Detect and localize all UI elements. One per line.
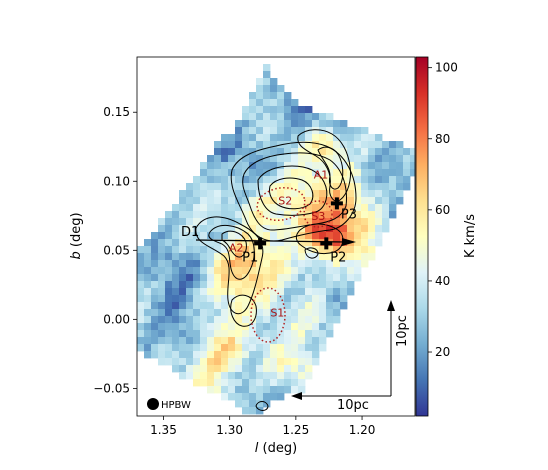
y-tick-label: 0.05 bbox=[103, 243, 130, 257]
colorbar bbox=[415, 56, 429, 417]
contour-line bbox=[230, 294, 257, 327]
region-label-a2: A2 bbox=[229, 242, 244, 255]
scale-bars bbox=[291, 300, 395, 400]
colorbar-tick-label: 40 bbox=[435, 274, 450, 288]
colorbar-tick-label: 100 bbox=[435, 61, 458, 75]
contour-line bbox=[304, 247, 319, 259]
y-tick-label: −0.05 bbox=[93, 381, 130, 395]
point-marker-p1 bbox=[254, 237, 267, 250]
beam-marker bbox=[147, 398, 159, 410]
plot-frame bbox=[136, 56, 416, 417]
point-marker-p2 bbox=[320, 237, 333, 250]
region-label-s3: S3 bbox=[311, 210, 325, 223]
region-ellipses bbox=[250, 186, 333, 343]
x-tick-label: 1.30 bbox=[216, 423, 243, 437]
contour-line bbox=[221, 230, 247, 258]
d1-arrow bbox=[195, 238, 356, 246]
x-axis: 1.35 1.30 1.25 1.20 bbox=[150, 416, 375, 437]
y-tick-label: 0.00 bbox=[103, 312, 130, 326]
y-tick-label: 0.15 bbox=[103, 105, 130, 119]
y-axis-label: b (deg) bbox=[69, 212, 84, 259]
contour-line bbox=[269, 177, 314, 210]
y-axis: −0.05 0.00 0.05 0.10 0.15 bbox=[93, 105, 137, 395]
colorbar-tick-label: 60 bbox=[435, 203, 450, 217]
contour-line bbox=[208, 225, 255, 280]
colorbar-axis: 20 40 60 80 100 bbox=[428, 61, 458, 359]
region-ellipse-s3 bbox=[303, 200, 333, 228]
x-tick-label: 1.20 bbox=[349, 423, 376, 437]
region-ellipse-s2 bbox=[256, 186, 306, 222]
scalebar-horizontal-label: 10pc bbox=[337, 398, 369, 413]
point-label-p1: P1 bbox=[242, 250, 258, 265]
point-marker-p3 bbox=[330, 197, 343, 210]
heatmap-image bbox=[137, 64, 415, 415]
x-tick-label: 1.25 bbox=[282, 423, 309, 437]
point-label-p2: P2 bbox=[330, 250, 346, 265]
contour-line bbox=[317, 146, 344, 190]
region-label-s1: S1 bbox=[270, 307, 284, 320]
point-label-p3: P3 bbox=[341, 207, 357, 222]
d1-label: D1 bbox=[181, 225, 199, 240]
contour-line bbox=[257, 165, 328, 216]
x-axis-label: l (deg) bbox=[255, 441, 297, 456]
point-sources: P1 P2 P3 bbox=[242, 197, 357, 265]
beam-label: HPBW bbox=[161, 400, 191, 411]
contour-lines bbox=[195, 129, 357, 411]
contour-line bbox=[242, 152, 347, 231]
colorbar-tick-label: 20 bbox=[435, 345, 450, 359]
contour-line bbox=[255, 401, 269, 411]
contour-line bbox=[195, 216, 264, 315]
region-label-a1: A1 bbox=[314, 169, 329, 182]
contour-line bbox=[295, 223, 344, 255]
contour-line bbox=[230, 141, 357, 242]
x-tick-label: 1.35 bbox=[150, 423, 177, 437]
region-label-s2: S2 bbox=[278, 195, 292, 208]
region-ellipse-s1 bbox=[250, 287, 286, 343]
y-tick-label: 0.10 bbox=[103, 174, 130, 188]
contour-line bbox=[297, 129, 351, 202]
colorbar-label: K km/s bbox=[463, 214, 478, 258]
scalebar-vertical-label: 10pc bbox=[395, 315, 410, 347]
colorbar-tick-label: 80 bbox=[435, 132, 450, 146]
